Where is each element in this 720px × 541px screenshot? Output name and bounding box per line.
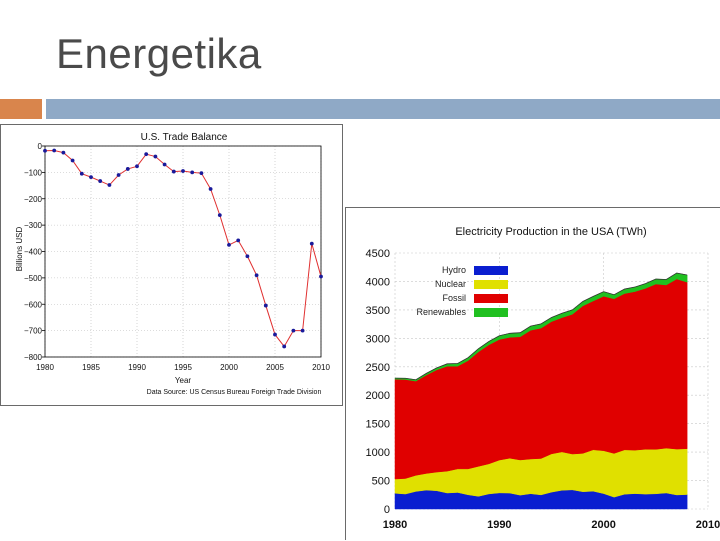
y-tick-label: −200	[24, 195, 43, 204]
data-point	[98, 179, 103, 183]
data-point	[79, 171, 84, 176]
y-tick-label: 4000	[366, 276, 390, 288]
accent-bar-blue	[46, 99, 720, 119]
data-point	[263, 303, 268, 308]
y-tick-label: 2000	[366, 390, 390, 402]
data-point	[190, 170, 195, 175]
legend-label: Fossil	[442, 293, 466, 303]
legend-label: Renewables	[416, 307, 466, 317]
data-point	[162, 162, 167, 167]
data-point	[153, 154, 158, 159]
x-tick-label: 1980	[383, 519, 407, 531]
data-point	[61, 150, 66, 155]
data-point	[227, 243, 231, 247]
data-point	[135, 164, 139, 169]
data-point	[144, 152, 149, 157]
legend-label: Nuclear	[435, 279, 466, 289]
data-point	[89, 175, 93, 180]
x-tick-label: 1990	[128, 363, 146, 372]
chart-title: U.S. Trade Balance	[141, 132, 228, 143]
data-point	[309, 241, 314, 246]
data-point	[291, 328, 296, 333]
y-tick-label: −800	[24, 353, 43, 362]
electricity-chart-panel: Electricity Production in the USA (TWh) …	[345, 207, 720, 540]
data-point	[282, 344, 287, 349]
x-tick-label: 2000	[220, 363, 238, 372]
data-point	[116, 173, 121, 177]
legend-swatch	[474, 308, 508, 317]
data-point	[70, 158, 75, 163]
y-tick-label: 1000	[366, 447, 390, 459]
x-tick-label: 1995	[174, 363, 192, 372]
data-point	[217, 213, 222, 218]
x-tick-label: 1980	[36, 363, 54, 372]
y-tick-label: −100	[24, 168, 43, 177]
data-point	[319, 274, 323, 279]
legend-swatch	[474, 266, 508, 275]
data-point	[236, 238, 241, 243]
trade-balance-chart-panel: U.S. Trade Balance Billions USD Year Dat…	[0, 124, 343, 406]
y-tick-label: −700	[24, 327, 43, 336]
x-tick-label: 2010	[696, 519, 720, 531]
y-tick-label: −300	[24, 221, 43, 230]
data-point	[181, 169, 185, 173]
total-outline	[394, 272, 688, 381]
accent-bar-orange	[0, 99, 42, 119]
data-point	[171, 169, 176, 174]
y-tick-label: 500	[372, 476, 390, 488]
y-tick-label: 1500	[366, 419, 390, 431]
chart-title: Electricity Production in the USA (TWh)	[455, 226, 646, 238]
trade-balance-chart: U.S. Trade Balance Billions USD Year Dat…	[15, 132, 330, 396]
y-tick-label: −400	[24, 248, 43, 257]
y-tick-label: −500	[24, 274, 43, 283]
x-tick-label: 2005	[266, 363, 284, 372]
data-point	[208, 187, 213, 191]
x-axis-label: Year	[175, 376, 192, 385]
x-tick-label: 2010	[312, 363, 330, 372]
data-point	[300, 328, 305, 333]
data-point	[52, 148, 57, 153]
data-point	[107, 183, 112, 187]
y-tick-label: 0	[38, 142, 43, 151]
data-point	[254, 273, 259, 278]
data-point	[43, 148, 47, 153]
y-tick-label: 3500	[366, 305, 390, 317]
data-point	[199, 171, 204, 176]
y-tick-label: 0	[384, 504, 390, 516]
x-tick-label: 2000	[591, 519, 615, 531]
data-point	[125, 167, 130, 171]
y-tick-label: 2500	[366, 362, 390, 374]
y-tick-label: 3000	[366, 333, 390, 345]
x-tick-label: 1985	[82, 363, 100, 372]
y-tick-label: −600	[24, 300, 43, 309]
plot-frame	[44, 145, 322, 358]
data-source-note: Data Source: US Census Bureau Foreign Tr…	[147, 389, 322, 396]
y-axis-label: Billions USD	[15, 227, 24, 272]
legend-label: Hydro	[442, 265, 466, 275]
y-tick-label: 4500	[366, 248, 390, 260]
data-point	[273, 332, 277, 337]
data-point	[245, 254, 250, 259]
legend-swatch	[474, 294, 508, 303]
slide-title: Energetika	[56, 30, 262, 77]
x-tick-label: 1990	[487, 519, 511, 531]
electricity-production-chart: Electricity Production in the USA (TWh) …	[366, 226, 720, 531]
legend-swatch	[474, 280, 508, 289]
legend: Hydro Nuclear Fossil Renewables	[416, 265, 508, 317]
